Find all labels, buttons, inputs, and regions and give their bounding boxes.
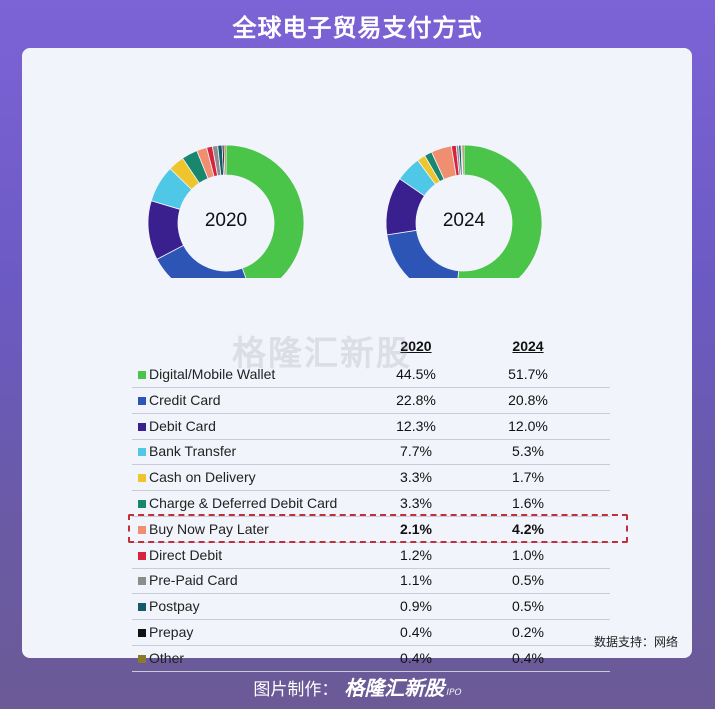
table-row-cash-on-delivery: Cash on Delivery 3.3% 1.7% <box>132 465 610 492</box>
value-2020-postpay: 0.9% <box>400 598 432 615</box>
table-row-bank-transfer: Bank Transfer 7.7% 5.3% <box>132 439 610 466</box>
table-row-digital-mobile-wallet: Digital/Mobile Wallet 44.5% 51.7% <box>132 362 610 388</box>
row-label-bank-transfer: Bank Transfer <box>149 443 237 460</box>
value-2024-credit-card: 20.8% <box>508 391 548 408</box>
donut-slice-2024-digital-mobile-wallet <box>457 144 543 278</box>
table-row-postpay: Postpay 0.9% 0.5% <box>132 594 610 621</box>
footer-brand-logo: 格隆汇新股 <box>344 676 445 700</box>
value-2024-pre-paid-card: 0.5% <box>512 572 544 589</box>
value-2020-bank-transfer: 7.7% <box>400 443 432 460</box>
value-2020-direct-debit: 1.2% <box>400 546 432 563</box>
column-header-2020: 2020 <box>400 338 432 354</box>
value-2024-debit-card: 12.0% <box>508 417 548 434</box>
legend-swatch-digital-mobile-wallet <box>138 371 146 379</box>
value-2024-postpay: 0.5% <box>512 598 544 615</box>
value-2024-cash-on-delivery: 1.7% <box>512 469 544 486</box>
donut-slice-2024-credit-card <box>386 229 460 278</box>
legend-swatch-prepay <box>138 629 146 637</box>
footer-prefix: 图片制作： <box>253 680 339 700</box>
donut-chart-2020: 2020 <box>146 88 306 278</box>
value-2024-charge-deferred-debit-card: 1.6% <box>512 495 544 511</box>
row-label-pre-paid-card: Pre-Paid Card <box>149 572 238 589</box>
legend-swatch-other <box>138 654 146 663</box>
legend-swatch-bank-transfer <box>138 448 146 457</box>
value-2024-direct-debit: 1.0% <box>512 546 544 563</box>
legend-swatch-buy-now-pay-later <box>138 525 146 534</box>
row-label-cash-on-delivery: Cash on Delivery <box>149 469 256 486</box>
legend-swatch-pre-paid-card <box>138 577 146 586</box>
page-title: 全球电子贸易支付方式 <box>232 14 483 42</box>
chart-card: 2020 2024 2020 2024 Digital/Mobile Walle… <box>22 48 692 672</box>
value-2020-debit-card: 12.3% <box>396 417 436 434</box>
legend-swatch-direct-debit <box>138 551 146 560</box>
donut-chart-2024: 2024 <box>384 88 544 278</box>
row-label-other: Other <box>149 649 185 666</box>
row-label-direct-debit: Direct Debit <box>149 546 223 563</box>
source-note: 数据支持：网络 <box>593 635 678 649</box>
row-label-buy-now-pay-later: Buy Now Pay Later <box>149 520 269 537</box>
value-2020-prepay: 0.4% <box>400 624 432 640</box>
value-2024-other: 0.4% <box>512 649 544 666</box>
legend-swatch-cash-on-delivery <box>138 474 146 483</box>
legend-swatch-debit-card <box>138 422 146 431</box>
table-row-prepay: Prepay 0.4% 0.2% <box>132 620 610 646</box>
donut-label-2024: 2024 <box>442 210 486 231</box>
donut-slice-2020-digital-mobile-wallet <box>225 144 305 278</box>
legend-swatch-postpay <box>138 603 146 612</box>
footer-ipo-mark: IPO <box>446 688 462 698</box>
table-row-direct-debit: Direct Debit 1.2% 1.0% <box>132 543 610 569</box>
bnpl-highlight-box <box>128 514 628 543</box>
row-label-digital-mobile-wallet: Digital/Mobile Wallet <box>149 366 276 382</box>
table-row-pre-paid-card: Pre-Paid Card 1.1% 0.5% <box>132 568 610 595</box>
table-row-debit-card: Debit Card 12.3% 12.0% <box>132 414 610 440</box>
row-label-credit-card: Credit Card <box>149 391 221 408</box>
value-2020-cash-on-delivery: 3.3% <box>400 469 432 486</box>
legend-swatch-charge-deferred-debit-card <box>138 500 146 508</box>
donut-svg-2024 <box>385 144 543 278</box>
value-2020-charge-deferred-debit-card: 3.3% <box>400 495 432 511</box>
value-2020-buy-now-pay-later: 2.1% <box>400 520 432 537</box>
donut-slice-2024-other <box>461 144 465 176</box>
row-label-prepay: Prepay <box>149 624 194 640</box>
donut-svg-2020 <box>147 144 305 278</box>
value-2024-digital-mobile-wallet: 51.7% <box>508 366 548 382</box>
row-label-charge-deferred-debit-card: Charge & Deferred Debit Card <box>149 495 338 511</box>
table-row-credit-card: Credit Card 22.8% 20.8% <box>132 388 610 414</box>
value-2020-pre-paid-card: 1.1% <box>400 572 432 589</box>
donut-label-2020: 2020 <box>204 210 248 231</box>
value-2024-buy-now-pay-later: 4.2% <box>512 520 544 537</box>
table-row-charge-deferred-debit-card: Charge & Deferred Debit Card 3.3% 1.6% <box>132 491 610 517</box>
value-2020-other: 0.4% <box>400 649 432 666</box>
row-label-postpay: Postpay <box>149 598 200 615</box>
table-row-other: Other 0.4% 0.4% <box>132 646 610 672</box>
value-2020-credit-card: 22.8% <box>396 391 436 408</box>
footer: 图片制作： 格隆汇新股 IPO <box>0 672 715 702</box>
donut-slice-2020-other <box>223 144 227 176</box>
legend-swatch-credit-card <box>138 396 146 405</box>
value-2024-prepay: 0.2% <box>512 624 544 640</box>
value-2024-bank-transfer: 5.3% <box>512 443 544 460</box>
row-label-debit-card: Debit Card <box>149 417 216 434</box>
column-header-2024: 2024 <box>512 338 544 354</box>
value-2020-digital-mobile-wallet: 44.5% <box>396 366 436 382</box>
